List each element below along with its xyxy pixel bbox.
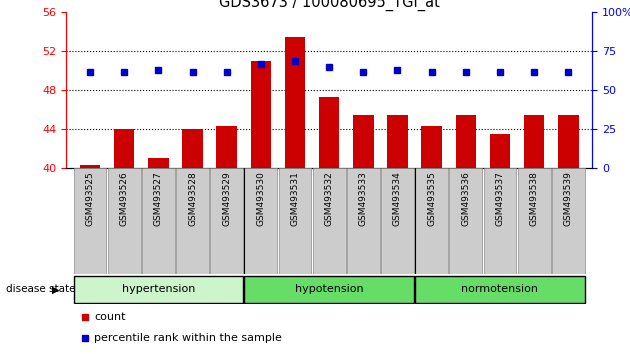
Bar: [558, 115, 578, 168]
FancyBboxPatch shape: [312, 168, 346, 274]
FancyBboxPatch shape: [552, 168, 585, 274]
FancyBboxPatch shape: [244, 168, 277, 274]
Text: GSM493531: GSM493531: [290, 171, 299, 226]
FancyBboxPatch shape: [244, 275, 414, 303]
Bar: [387, 115, 408, 168]
Bar: [114, 129, 134, 168]
FancyBboxPatch shape: [176, 168, 209, 274]
Text: normotension: normotension: [461, 284, 539, 295]
Bar: [421, 126, 442, 168]
Text: GSM493534: GSM493534: [393, 171, 402, 226]
Bar: [251, 61, 271, 168]
Text: GSM493532: GSM493532: [324, 171, 334, 226]
Bar: [182, 129, 203, 168]
Text: GSM493533: GSM493533: [359, 171, 368, 226]
FancyBboxPatch shape: [278, 168, 311, 274]
FancyBboxPatch shape: [74, 275, 243, 303]
Text: GSM493536: GSM493536: [461, 171, 471, 226]
Text: GSM493525: GSM493525: [86, 171, 94, 226]
Text: GSM493526: GSM493526: [120, 171, 129, 226]
Text: GSM493527: GSM493527: [154, 171, 163, 226]
Bar: [148, 159, 169, 168]
Text: GSM493538: GSM493538: [530, 171, 539, 226]
Text: percentile rank within the sample: percentile rank within the sample: [94, 332, 282, 343]
FancyBboxPatch shape: [415, 275, 585, 303]
Title: GDS3673 / 100080695_TGI_at: GDS3673 / 100080695_TGI_at: [219, 0, 440, 11]
Text: GSM493530: GSM493530: [256, 171, 265, 226]
Text: count: count: [94, 312, 125, 322]
FancyBboxPatch shape: [347, 168, 380, 274]
Text: GSM493529: GSM493529: [222, 171, 231, 226]
Text: disease state: disease state: [6, 284, 76, 295]
FancyBboxPatch shape: [415, 168, 448, 274]
FancyBboxPatch shape: [108, 168, 140, 274]
Text: GSM493537: GSM493537: [495, 171, 505, 226]
Bar: [319, 97, 340, 168]
Text: GSM493528: GSM493528: [188, 171, 197, 226]
Bar: [285, 37, 306, 168]
Text: GSM493535: GSM493535: [427, 171, 436, 226]
FancyBboxPatch shape: [449, 168, 482, 274]
Bar: [353, 115, 374, 168]
Text: hypertension: hypertension: [122, 284, 195, 295]
Text: ▶: ▶: [52, 284, 60, 295]
FancyBboxPatch shape: [142, 168, 175, 274]
FancyBboxPatch shape: [484, 168, 517, 274]
FancyBboxPatch shape: [74, 168, 106, 274]
Text: GSM493539: GSM493539: [564, 171, 573, 226]
Bar: [455, 115, 476, 168]
FancyBboxPatch shape: [381, 168, 414, 274]
FancyBboxPatch shape: [518, 168, 551, 274]
Bar: [490, 134, 510, 168]
Bar: [524, 115, 544, 168]
FancyBboxPatch shape: [210, 168, 243, 274]
Bar: [217, 126, 237, 168]
Text: hypotension: hypotension: [295, 284, 364, 295]
Bar: [80, 165, 100, 168]
